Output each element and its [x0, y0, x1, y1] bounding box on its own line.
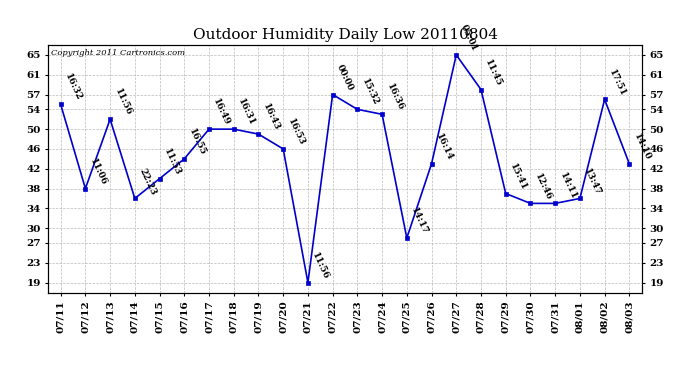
Text: 17:51: 17:51	[607, 68, 627, 98]
Text: 14:10: 14:10	[632, 132, 652, 162]
Text: 16:49: 16:49	[212, 97, 232, 127]
Text: 11:53: 11:53	[162, 147, 182, 177]
Text: 16:31: 16:31	[236, 97, 257, 127]
Text: 05:01: 05:01	[459, 23, 479, 53]
Text: 16:36: 16:36	[384, 82, 405, 112]
Text: 11:06: 11:06	[88, 157, 108, 187]
Text: 12:46: 12:46	[533, 172, 553, 201]
Text: 14:17: 14:17	[409, 206, 430, 236]
Text: 16:53: 16:53	[286, 117, 306, 147]
Text: 15:32: 15:32	[360, 78, 380, 107]
Title: Outdoor Humidity Daily Low 20110804: Outdoor Humidity Daily Low 20110804	[193, 28, 497, 42]
Text: 11:56: 11:56	[310, 251, 331, 280]
Text: 00:00: 00:00	[335, 63, 355, 93]
Text: 16:43: 16:43	[261, 102, 282, 132]
Text: 13:47: 13:47	[582, 166, 602, 196]
Text: Copyright 2011 Cartronics.com: Copyright 2011 Cartronics.com	[51, 49, 186, 57]
Text: 11:56: 11:56	[112, 87, 133, 117]
Text: 16:32: 16:32	[63, 72, 83, 102]
Text: 16:55: 16:55	[187, 127, 207, 157]
Text: 15:41: 15:41	[509, 162, 529, 192]
Text: 11:45: 11:45	[484, 58, 504, 88]
Text: 16:14: 16:14	[434, 132, 455, 162]
Text: 22:23: 22:23	[137, 167, 157, 196]
Text: 14:11: 14:11	[558, 171, 578, 201]
